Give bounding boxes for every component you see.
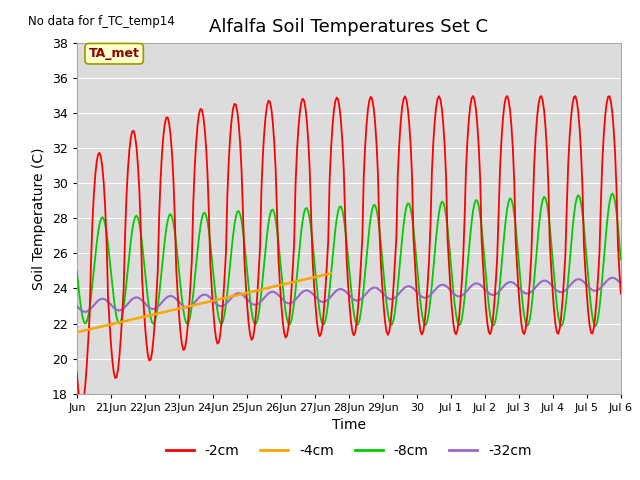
Title: Alfalfa Soil Temperatures Set C: Alfalfa Soil Temperatures Set C: [209, 18, 488, 36]
X-axis label: Time: Time: [332, 418, 366, 432]
Y-axis label: Soil Temperature (C): Soil Temperature (C): [33, 147, 46, 289]
Legend: -2cm, -4cm, -8cm, -32cm: -2cm, -4cm, -8cm, -32cm: [160, 439, 538, 464]
Text: TA_met: TA_met: [89, 47, 140, 60]
Text: No data for f_TC_temp14: No data for f_TC_temp14: [28, 15, 175, 28]
